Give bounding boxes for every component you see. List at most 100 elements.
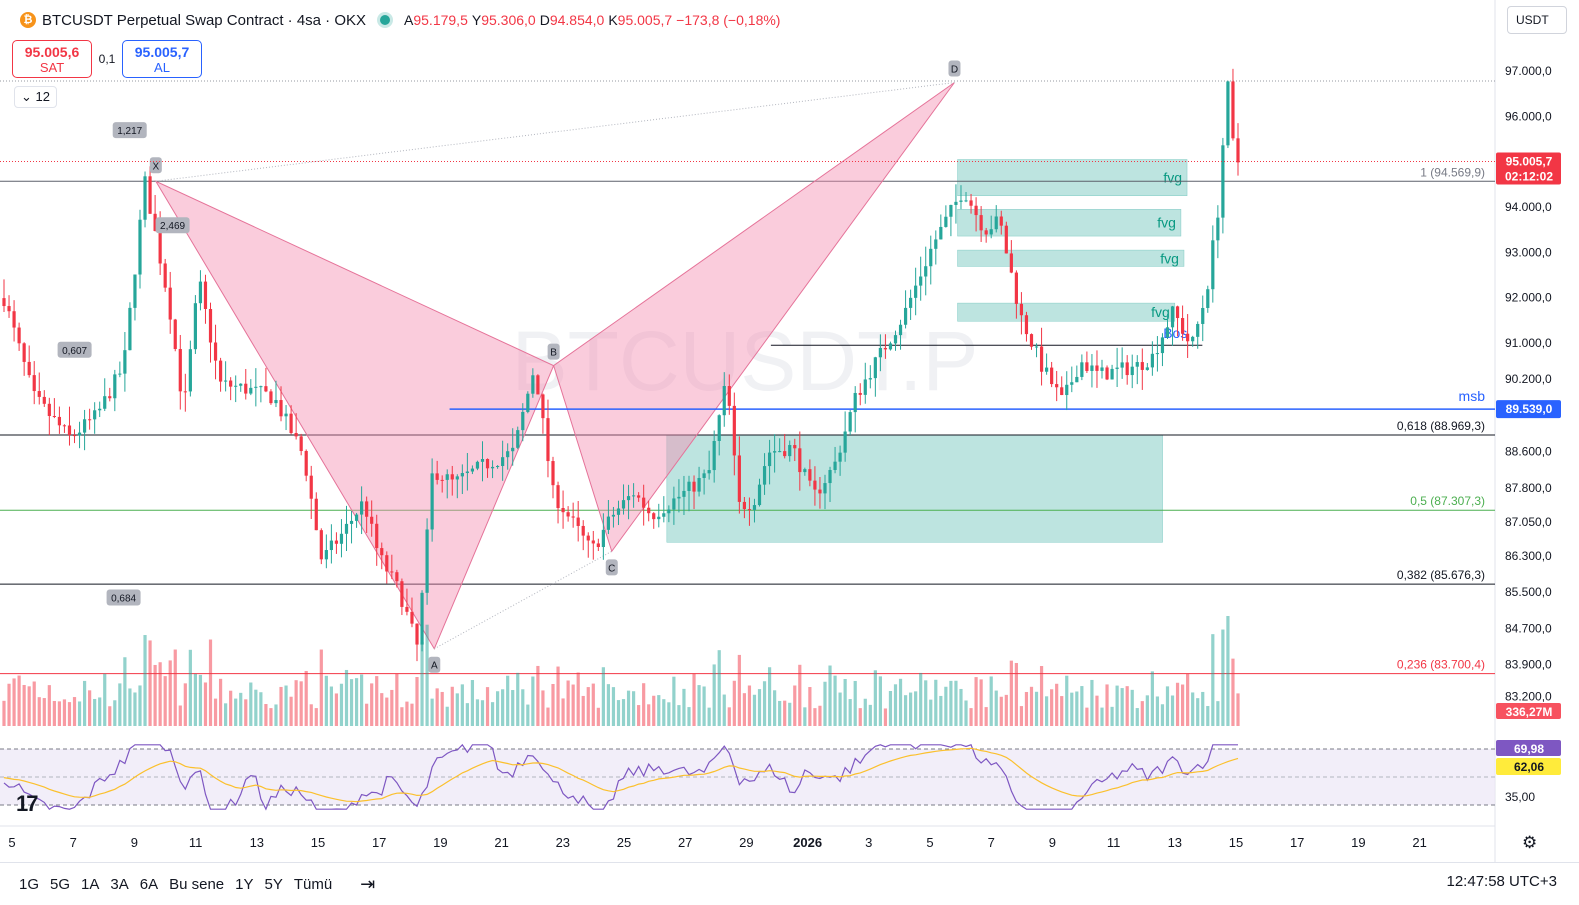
candle-body (616, 508, 621, 515)
candle-body (576, 517, 580, 526)
candle-body (1211, 240, 1215, 290)
candle-body (430, 473, 434, 530)
volume-bar (460, 684, 464, 726)
volume-bar (924, 680, 928, 726)
x-tick-label: 15 (1229, 835, 1243, 850)
candle (526, 391, 530, 414)
ohlc-key: A (404, 12, 414, 28)
volume-bar (304, 670, 308, 726)
x-tick-label: 23 (556, 835, 570, 850)
y-tick-label: 97.000,0 (1505, 64, 1552, 78)
candle (566, 506, 570, 522)
candle (1231, 68, 1235, 141)
range-button[interactable]: Tümü (293, 875, 333, 893)
candle (536, 374, 540, 395)
candle-body (1150, 353, 1154, 368)
candle (1115, 347, 1119, 388)
volume-bar (1160, 704, 1165, 726)
volume-bar (153, 664, 157, 726)
candle (67, 406, 72, 446)
volume-bar (903, 695, 908, 726)
candle-body (304, 451, 308, 476)
volume-bar (621, 699, 626, 726)
currency-selector[interactable]: USDT (1507, 6, 1567, 34)
volume-bar (818, 705, 822, 726)
volume-bar (1019, 706, 1024, 726)
candle-body (148, 176, 152, 214)
candle-body (621, 500, 626, 509)
candle (954, 184, 958, 224)
candle (959, 185, 963, 210)
range-button[interactable]: 3A (110, 875, 129, 893)
volume-bar (143, 635, 147, 726)
candle (964, 192, 968, 203)
volume-bar (37, 697, 41, 726)
candle-body (788, 445, 792, 457)
range-button[interactable]: 5G (50, 875, 71, 893)
candle (1186, 314, 1190, 358)
candle (450, 465, 454, 496)
range-button[interactable]: 1A (81, 875, 100, 893)
volume-bar (188, 649, 192, 726)
range-button[interactable]: 1Y (235, 875, 254, 893)
candle-body (1095, 365, 1099, 371)
candle-body (561, 508, 565, 513)
candle (914, 267, 918, 316)
candle-body (919, 276, 923, 286)
candle (400, 578, 404, 616)
candle-body (1175, 306, 1180, 319)
symbol-title[interactable]: BTCUSDT Perpetual Swap Contract · 4sa · … (42, 11, 367, 29)
candle (153, 195, 157, 232)
candle-body (1206, 289, 1210, 308)
candle (269, 389, 273, 405)
fib-level-label: 0,382 (85.676,3) (1397, 568, 1485, 582)
harmonic-point-label: X (152, 161, 159, 172)
candle (309, 465, 313, 519)
candle (647, 500, 651, 522)
volume-bar (93, 698, 97, 726)
range-button[interactable]: 6A (139, 875, 159, 893)
y-tick-label: 86.300,0 (1505, 549, 1552, 563)
range-button[interactable]: 1G (19, 875, 40, 893)
volume-bar (360, 674, 364, 726)
candle (1095, 350, 1099, 388)
candle (1206, 285, 1210, 313)
sell-button[interactable]: 95.005,6 SAT (12, 40, 92, 78)
volume-bar (566, 680, 570, 726)
candle-body (813, 480, 817, 490)
candle-body (1050, 367, 1054, 385)
harmonic-bcd-triangle (553, 82, 955, 553)
candle-body (385, 555, 389, 572)
volume-bar (954, 680, 958, 726)
candle (365, 496, 369, 534)
range-button[interactable]: 5Y (264, 875, 283, 893)
volume-bar (213, 698, 218, 726)
candle (581, 520, 585, 551)
volume-bar (12, 678, 16, 726)
candle-body (858, 392, 862, 395)
candle-body (1019, 303, 1024, 316)
fvg-zone (957, 302, 1176, 322)
x-tick-label: 27 (678, 835, 692, 850)
range-button[interactable]: Bu sene (169, 875, 225, 893)
candle (163, 258, 167, 292)
candle (133, 274, 137, 321)
candle (7, 295, 11, 318)
volume-bar (62, 699, 67, 726)
candle (1180, 305, 1185, 341)
candle-body (692, 481, 696, 492)
candle-body (128, 307, 132, 351)
candle-body (1130, 366, 1134, 376)
volume-bar (294, 680, 298, 726)
indicator-toggle[interactable]: ⌄ 12 (14, 86, 57, 108)
calendar-range-icon[interactable]: ⇥ (360, 873, 376, 894)
clock[interactable]: 12:47:58 UTC+3 (1446, 873, 1558, 890)
candle-body (506, 451, 510, 458)
buy-button[interactable]: 95.005,7 AL (122, 40, 202, 78)
candle (193, 295, 197, 354)
settings-gear-icon[interactable]: ⚙ (1522, 833, 1538, 852)
tradingview-logo[interactable]: 17 (16, 791, 39, 816)
candle-body (878, 348, 882, 358)
volume-bar (929, 699, 933, 726)
